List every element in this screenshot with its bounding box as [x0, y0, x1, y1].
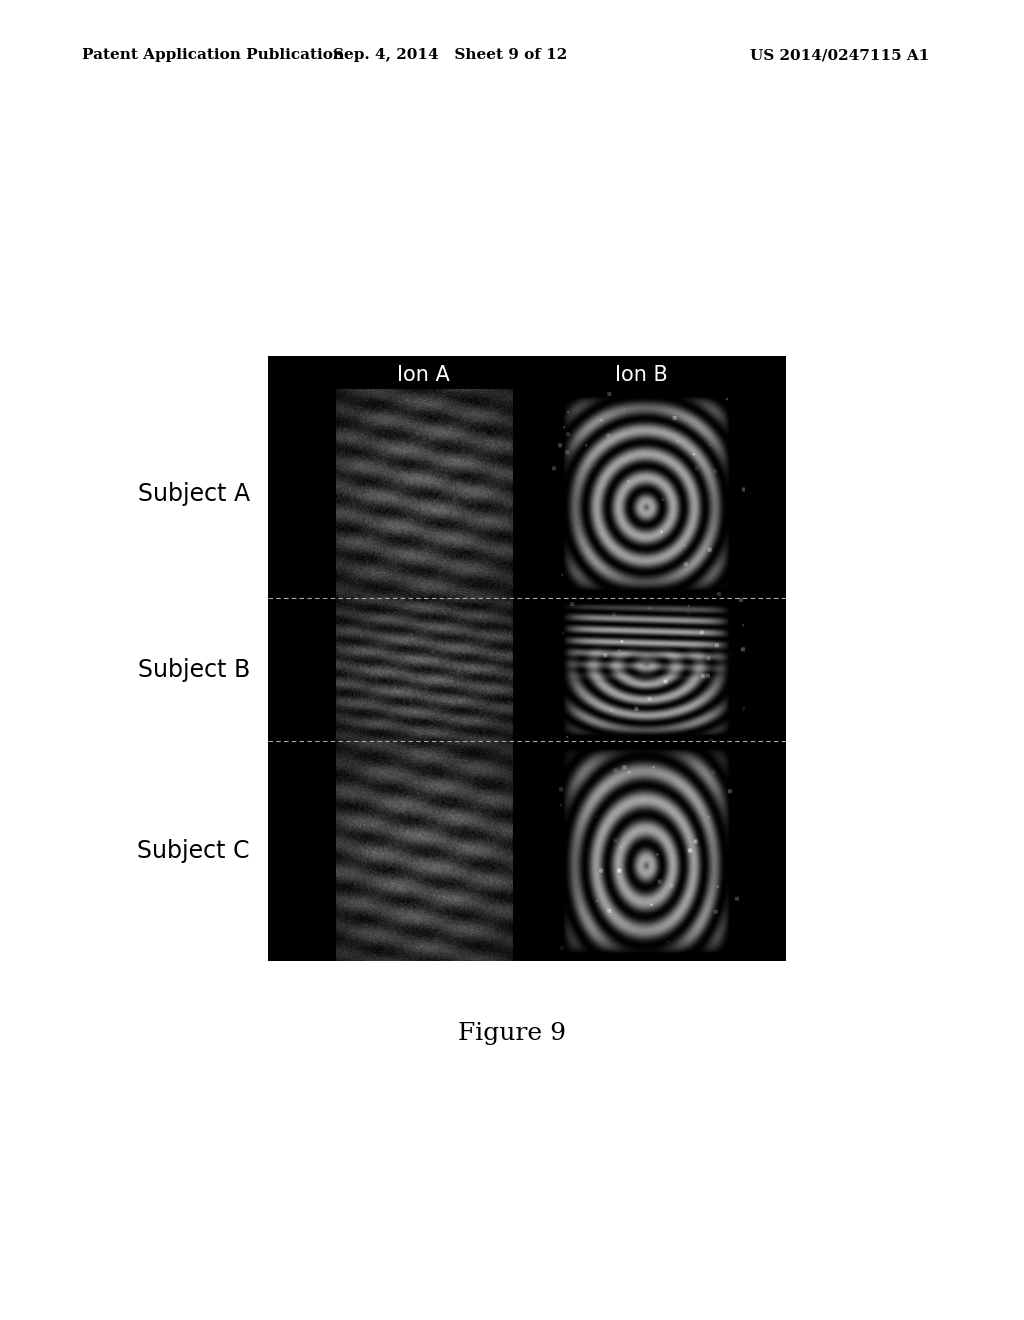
Bar [268, 356, 786, 961]
Text: Patent Application Publication: Patent Application Publication [82, 49, 344, 62]
Text: Figure 9: Figure 9 [458, 1022, 566, 1045]
Text: Subject B: Subject B [137, 657, 250, 681]
Text: Ion A: Ion A [397, 364, 451, 384]
Text: Ion B: Ion B [615, 364, 668, 384]
Text: Sep. 4, 2014   Sheet 9 of 12: Sep. 4, 2014 Sheet 9 of 12 [334, 49, 567, 62]
Text: Subject A: Subject A [138, 482, 250, 506]
Text: US 2014/0247115 A1: US 2014/0247115 A1 [750, 49, 930, 62]
Text: Subject C: Subject C [137, 840, 250, 863]
